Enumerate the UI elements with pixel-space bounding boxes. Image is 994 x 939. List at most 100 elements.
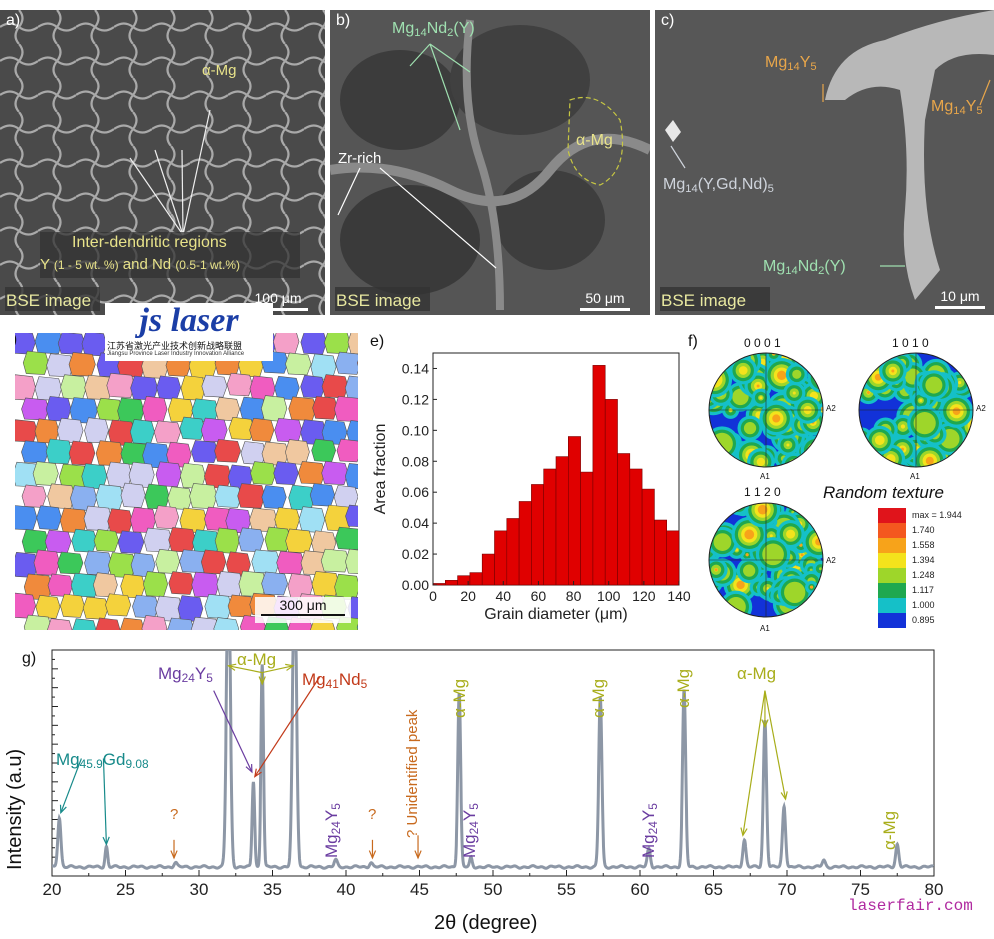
pole-figure-contour [862,359,868,365]
pole-figure-contour [786,443,790,447]
ebsd-grain [345,504,358,527]
ebsd-grain [191,440,219,464]
pole-figure-contour [791,613,803,617]
ebsd-grain [15,592,36,619]
x-tick-label: 0 [429,588,437,604]
y-axis-label: Area fraction [372,424,389,515]
legend-swatch [878,583,906,598]
ebsd-grain [264,526,291,552]
ebsd-grain [214,439,241,463]
alpha68-arrow-3-head [780,791,788,801]
ebsd-grain [298,461,326,485]
pole-figure-contour [859,353,874,371]
ebsd-grain [68,440,96,466]
zr-rich-label: Zr-rich [338,150,382,167]
ebsd-grain [142,395,168,423]
ebsd-grain [261,441,289,466]
pf-label-1010: 1 0 1 0 [892,336,929,350]
ebsd-grain [59,507,88,534]
histogram-bar [555,456,569,586]
pole-figure-contour [891,369,895,373]
ebsd-grain [214,527,240,554]
histogram-bar [445,580,458,586]
panel-b-label: b) [336,12,351,29]
ebsd-grain [347,333,358,355]
ebsd-grain [144,483,170,510]
alpha-arrow-1 [228,665,263,674]
histogram-bar [604,399,618,586]
mg14y5-label-c1: Mg14Y5 [765,54,817,73]
alpha-arrow-3 [262,665,294,674]
histogram-bar [568,436,581,586]
pf1-axis-a2: A2 [826,404,836,413]
ebsd-grain [44,529,72,554]
ebsd-grain [93,529,119,552]
pole-figure-contour [745,553,749,557]
ebsd-grain [179,416,206,440]
pole-figure-contour [861,452,882,467]
pole-figure-contour [866,391,870,395]
pole-figure-contour [721,353,734,361]
ebsd-grain [261,395,288,422]
logo-chinese: 江苏省激光产业技术创新战略联盟 [107,341,243,351]
pole-figure-contour [816,432,823,446]
ebsd-grain [45,396,72,422]
legend-value: 1.394 [912,555,935,565]
ebsd-grain [311,438,337,463]
ebsd-grain [32,461,59,486]
texture-legend: max = 1.944 1.740 1.558 1.394 1.248 1.11… [878,508,988,638]
pf3-axis-a2: A2 [826,556,836,565]
mg41nd5-label: Mg41Nd5 [302,670,368,691]
ebsd-grain [81,333,107,357]
legend-value: 1.558 [912,540,935,550]
pole-figure-outline [858,352,974,468]
ebsd-grain [95,484,124,510]
ebsd-grain [191,571,220,598]
q-arrow-1-head [170,850,178,860]
pole-figure-contour [868,458,875,466]
pole-figure-contour [756,457,765,467]
pole-figure-contour [821,437,823,441]
gd-arrow-2-head [102,836,110,846]
pole-figure-contour [813,503,819,508]
y-tick-label: 0.02 [402,546,429,562]
pole-figure-contour [874,435,885,446]
legend-swatch [878,508,906,523]
bse-image-label-c: BSE image [661,291,747,310]
y-tick-label: 0.12 [402,391,429,407]
ebsd-grain [47,573,74,597]
legend-row: 1.394 [878,553,994,568]
x-tick-label: 60 [531,588,547,604]
random-texture-label: Random texture [823,483,944,502]
pole-figure-contour [805,616,809,617]
bse-image-label-b: BSE image [336,291,422,310]
pole-figure-contour [818,354,823,369]
pole-figure-contour [859,353,877,375]
ebsd-grain [167,617,195,630]
x-tick-label: 35 [263,880,282,899]
pole-figure-contour [776,370,787,380]
x-tick-label: 40 [495,588,511,604]
pole-figure-contour [731,503,740,508]
ebsd-grain [119,617,145,630]
legend-value: 1.000 [912,600,935,610]
ebsd-grain [237,483,266,509]
logo-wordmark: js laser [139,302,239,339]
pole-figure-contour [739,503,744,507]
pole-figure-1010 [856,352,974,468]
pole-figure-contour [859,354,866,371]
mg24y5-arrow-head [245,764,253,774]
pole-figure-contour [913,412,936,435]
gd-arrow-1-head [59,804,67,815]
pf1-axis-a1: A1 [760,472,770,481]
pole-figure-contour [900,424,906,429]
pole-figure-contour [813,593,823,612]
pole-figure-outline [708,502,824,618]
pole-figure-contour [856,361,859,364]
ebsd-grain [311,571,340,597]
x-tick-label: 25 [116,880,135,899]
pole-figure-contour [946,353,957,359]
pf2-axis-a2: A2 [976,404,986,413]
ebsd-grain [95,617,121,630]
pole-figure-contour [719,353,733,366]
